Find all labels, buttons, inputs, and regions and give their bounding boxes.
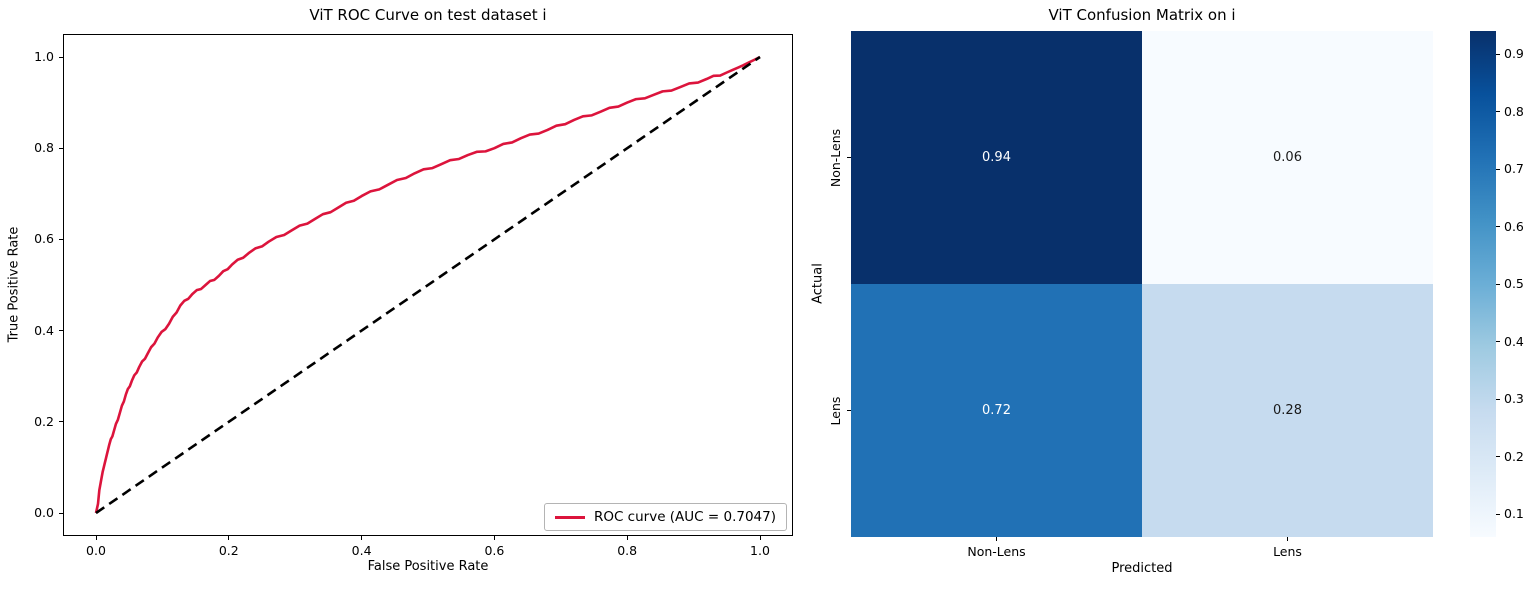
colorbar-tick-mark (1496, 513, 1500, 515)
cm-row-tick-mark (847, 410, 851, 411)
roc-axes-frame (63, 34, 793, 536)
roc-x-tick-mark (95, 536, 97, 540)
colorbar-tick-mark (1496, 53, 1500, 55)
roc-title: ViT ROC Curve on test dataset i (309, 6, 547, 24)
colorbar-tick-mark (1496, 168, 1500, 170)
roc-y-axis-label: True Positive Rate (6, 226, 22, 343)
roc-legend-line-swatch (554, 515, 585, 519)
colorbar-tick-label: 0.2 (1504, 448, 1524, 464)
cm-col-label: Lens (1273, 544, 1302, 559)
roc-y-tick-mark (59, 421, 63, 423)
roc-x-tick-mark (759, 536, 761, 540)
colorbar-tick-mark (1496, 456, 1500, 457)
roc-x-tick-label: 0.0 (86, 543, 106, 558)
roc-curve-line (94, 55, 761, 514)
cm-cell-Lens-Non-Lens: 0.72 (851, 284, 1142, 537)
cm-cell-Non-Lens-Non-Lens: 0.94 (851, 31, 1142, 284)
cm-x-axis-label: Predicted (1111, 561, 1173, 576)
roc-legend: ROC curve (AUC = 0.7047) (543, 503, 787, 531)
roc-y-tick-mark (59, 147, 63, 149)
colorbar-tick-mark (1496, 341, 1500, 342)
colorbar-tick-label: 0.7 (1504, 161, 1524, 176)
cm-y-axis-label: Actual (810, 263, 826, 304)
roc-x-tick-mark (493, 536, 495, 540)
roc-y-tick-mark (59, 330, 63, 332)
cm-row-tick-mark (847, 157, 851, 158)
roc-y-tick-label: 1.0 (34, 49, 54, 64)
colorbar-tick-label: 0.5 (1504, 276, 1524, 291)
roc-x-tick-mark (228, 536, 230, 540)
cm-col-label: Non-Lens (967, 544, 1026, 559)
colorbar-tick-label: 0.9 (1504, 46, 1524, 61)
roc-x-tick-label: 0.8 (617, 543, 638, 558)
chance-diagonal-line (95, 55, 761, 515)
colorbar-tick-label: 0.1 (1504, 506, 1524, 521)
colorbar-tick-mark (1496, 111, 1500, 112)
roc-x-tick-mark (361, 536, 363, 540)
roc-y-tick-label: 0.2 (34, 413, 54, 429)
roc-y-tick-label: 0.0 (34, 505, 54, 520)
roc-x-axis-label: False Positive Rate (367, 559, 489, 574)
colorbar-tick-mark (1496, 226, 1500, 227)
roc-x-tick-label: 1.0 (750, 543, 770, 558)
roc-y-tick-label: 0.4 (34, 322, 54, 338)
cm-title: ViT Confusion Matrix on i (1048, 6, 1236, 24)
colorbar-tick-mark (1496, 283, 1500, 285)
roc-curve-svg (63, 34, 793, 536)
colorbar (1470, 31, 1496, 537)
roc-x-tick-label: 0.6 (484, 543, 505, 558)
colorbar-tick-label: 0.4 (1504, 333, 1524, 349)
roc-plot-area: ROC curve (AUC = 0.7047) (63, 34, 793, 536)
colorbar-tick-label: 0.6 (1504, 218, 1524, 234)
cm-row-label: Lens (828, 396, 843, 425)
cm-col-tick-mark (1287, 537, 1288, 541)
roc-x-tick-label: 0.4 (351, 543, 372, 558)
roc-y-tick-mark (59, 512, 63, 514)
roc-y-tick-label: 0.8 (34, 140, 54, 156)
cm-cell-Lens-Lens: 0.28 (1142, 284, 1433, 537)
colorbar-tick-label: 0.8 (1504, 103, 1524, 119)
cm-col-tick-mark (996, 537, 997, 541)
colorbar-tick-mark (1496, 398, 1500, 400)
colorbar-tick-label: 0.3 (1504, 391, 1524, 406)
cm-row-label: Non-Lens (828, 128, 843, 187)
roc-x-tick-label: 0.2 (218, 543, 239, 558)
roc-y-tick-mark (59, 56, 63, 58)
roc-y-tick-mark (59, 238, 63, 240)
cm-cell-Non-Lens-Lens: 0.06 (1142, 31, 1433, 284)
roc-legend-label: ROC curve (AUC = 0.7047) (593, 509, 776, 525)
roc-x-tick-mark (626, 536, 628, 540)
roc-y-tick-label: 0.6 (34, 231, 54, 247)
